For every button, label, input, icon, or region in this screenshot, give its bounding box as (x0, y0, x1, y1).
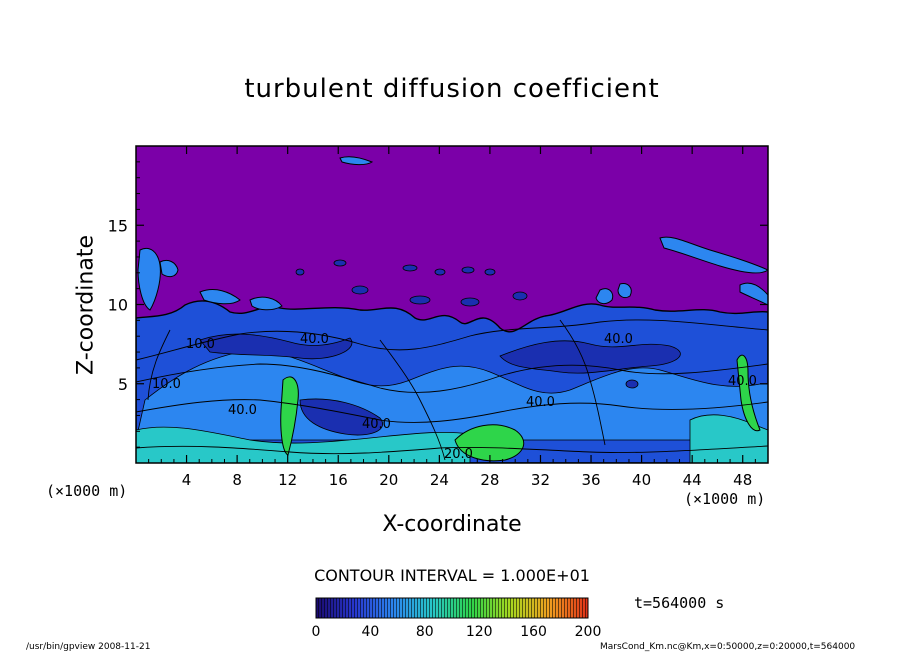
x-tick-label: 12 (278, 471, 297, 489)
x-unit-left: (×1000 m) (46, 482, 128, 500)
time-label: t=564000 s (634, 594, 725, 612)
x-tick-label: 44 (683, 471, 702, 489)
contour-label: 10.0 (186, 337, 215, 352)
contour-label-group: 40.0 40.0 40.0 40.0 20.0 10.0 40.0 10.0 … (152, 332, 757, 462)
contour-lines (136, 319, 768, 461)
x-tick-label: 20 (379, 471, 398, 489)
chart-title: turbulent diffusion coefficient (244, 74, 660, 104)
x-tick-label: 4 (182, 471, 192, 489)
x-axis-label: X-coordinate (382, 512, 522, 537)
colorbar-tick-label: 80 (416, 624, 434, 640)
y-tick-label: 5 (118, 375, 128, 394)
contour-label: 20.0 (444, 447, 473, 462)
x-tick-label: 24 (430, 471, 449, 489)
x-tick-label: 16 (329, 471, 348, 489)
x-tick-label: 32 (531, 471, 550, 489)
contour-label: 40.0 (228, 403, 257, 418)
contour-label: 40.0 (526, 395, 555, 410)
colorbar-ticks: 0 40 80 120 160 200 (312, 624, 602, 640)
x-tick-label: 48 (733, 471, 752, 489)
contour-interval-text: CONTOUR INTERVAL = 1.000E+01 (314, 566, 590, 585)
swirl-band-dark (199, 333, 353, 360)
y-tick-label: 10 (108, 296, 128, 315)
upper-blobs (137, 156, 768, 311)
colorbar-tick-label: 40 (361, 624, 379, 640)
small-eddies (295, 259, 639, 389)
colorbar-stripes (316, 598, 588, 618)
cyan-patch (136, 426, 471, 463)
footer-left: /usr/bin/gpview 2008-11-21 (26, 642, 151, 652)
green-patch (454, 424, 525, 462)
y-tick-label: 15 (108, 216, 128, 235)
contour-label: 40.0 (604, 332, 633, 347)
colorbar-tick-label: 0 (312, 624, 321, 640)
contour-label: 40.0 (728, 374, 757, 389)
cyan-patch (689, 414, 768, 463)
x-tick-label: 36 (581, 471, 600, 489)
turbulent-layer (136, 156, 768, 463)
y-tick-group: 5 10 15 (108, 161, 768, 448)
x-tick-label: 28 (480, 471, 499, 489)
colorbar-tick-label: 160 (520, 624, 547, 640)
contour-label: 40.0 (362, 417, 391, 432)
x-tick-label: 40 (632, 471, 651, 489)
swirl-band-dark (299, 398, 383, 436)
x-unit-right: (×1000 m) (684, 490, 766, 508)
x-tick-label: 8 (232, 471, 242, 489)
contour-label: 40.0 (300, 332, 329, 347)
x-tick-group: 4 8 12 16 20 24 28 32 36 40 44 48 (148, 146, 756, 489)
green-streak (280, 376, 299, 456)
contour-label: 10.0 (152, 377, 181, 392)
swirl-band-dark (499, 340, 681, 374)
footer-right: MarsCond_Km.nc@Km,x=0:50000,z=0:20000,t=… (600, 642, 856, 652)
colorbar-tick-label: 200 (575, 624, 602, 640)
colorbar-tick-label: 120 (466, 624, 493, 640)
